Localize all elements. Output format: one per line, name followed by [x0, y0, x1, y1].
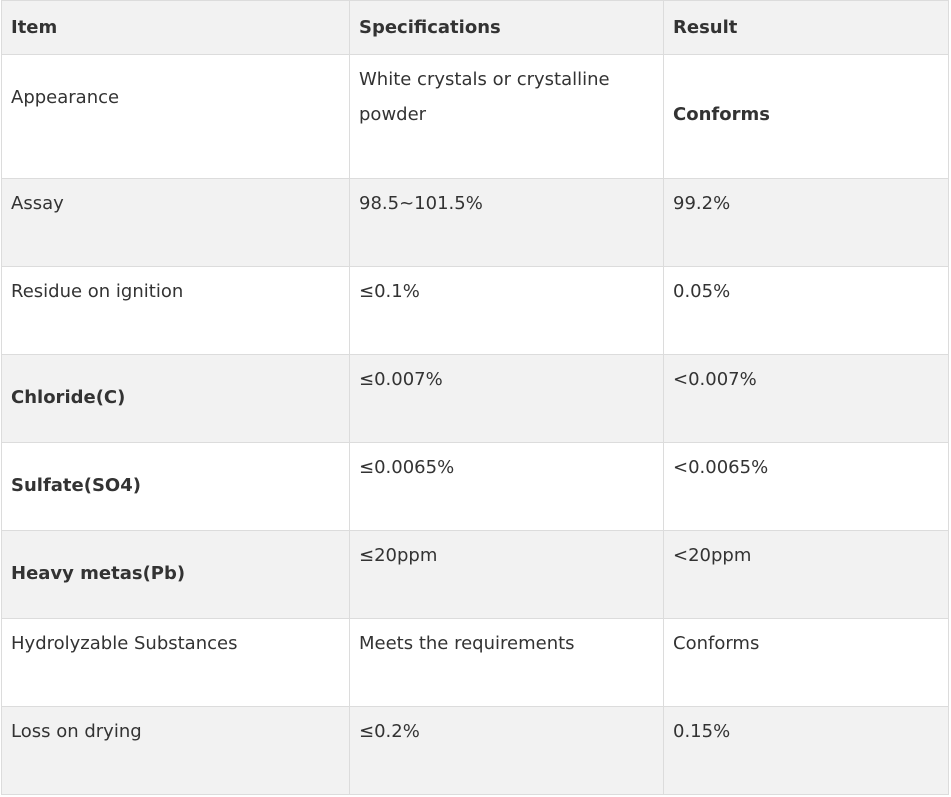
item-cell: Assay — [1, 178, 350, 267]
spec-cell: 98.5~101.5% — [349, 178, 664, 267]
result-cell: 99.2% — [663, 178, 949, 267]
table-row: Loss on drying ≤0.2% 0.15% — [1, 706, 949, 795]
result-cell: <0.0065% — [663, 442, 949, 531]
item-cell: Hydrolyzable Substances — [1, 618, 350, 707]
item-cell: Residue on ignition — [1, 266, 350, 355]
spec-cell: ≤0.007% — [349, 354, 664, 443]
spec-cell: ≤0.2% — [349, 706, 664, 795]
item-cell: Sulfate(SO4) — [1, 442, 350, 531]
table-row: Hydrolyzable Substances Meets the requir… — [1, 618, 949, 707]
header-specifications: Specifications — [349, 0, 664, 55]
header-result: Result — [663, 0, 949, 55]
spec-cell: ≤0.0065% — [349, 442, 664, 531]
result-cell: <0.007% — [663, 354, 949, 443]
item-cell: Heavy metas(Pb) — [1, 530, 350, 619]
result-cell: 0.15% — [663, 706, 949, 795]
spec-cell: White crystals or crystalline powder — [349, 54, 664, 179]
result-cell: Conforms — [663, 618, 949, 707]
table-row: Chloride(C) ≤0.007% <0.007% — [1, 354, 949, 443]
result-cell: 0.05% — [663, 266, 949, 355]
spec-cell: Meets the requirements — [349, 618, 664, 707]
spec-cell: ≤0.1% — [349, 266, 664, 355]
item-cell: Appearance — [1, 54, 350, 179]
result-cell: Conforms — [663, 54, 949, 179]
item-cell: Chloride(C) — [1, 354, 350, 443]
header-row: Item Specifications Result — [1, 0, 949, 55]
table-row: Heavy metas(Pb) ≤20ppm <20ppm — [1, 530, 949, 619]
spec-cell: ≤20ppm — [349, 530, 664, 619]
header-item: Item — [1, 0, 350, 55]
item-cell: Loss on drying — [1, 706, 350, 795]
table-row: Appearance White crystals or crystalline… — [1, 54, 949, 179]
table-body: Appearance White crystals or crystalline… — [1, 54, 949, 795]
table-row: Assay 98.5~101.5% 99.2% — [1, 178, 949, 267]
result-cell: <20ppm — [663, 530, 949, 619]
table-row: Residue on ignition ≤0.1% 0.05% — [1, 266, 949, 355]
table-row: Sulfate(SO4) ≤0.0065% <0.0065% — [1, 442, 949, 531]
table-header: Item Specifications Result — [1, 0, 949, 55]
